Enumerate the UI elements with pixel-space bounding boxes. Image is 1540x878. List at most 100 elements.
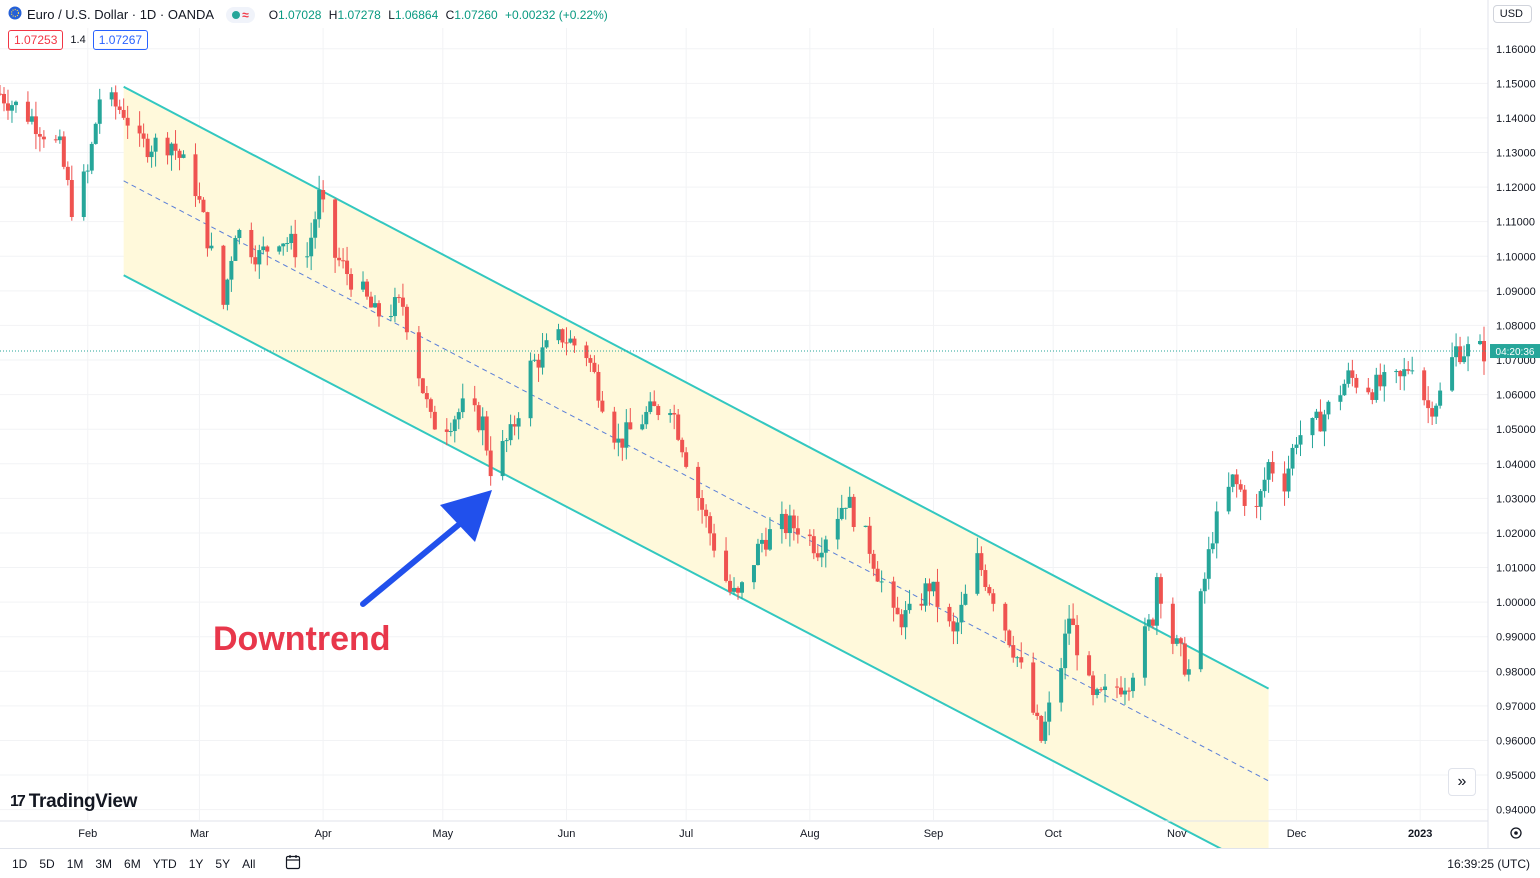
scroll-to-realtime-button[interactable]: » bbox=[1448, 768, 1476, 796]
range-1y-button[interactable]: 1Y bbox=[188, 856, 204, 871]
candle bbox=[779, 501, 784, 544]
candle bbox=[484, 410, 489, 456]
candle bbox=[121, 98, 126, 120]
range-3m-button[interactable]: 3M bbox=[95, 856, 113, 871]
candle bbox=[1294, 436, 1299, 455]
range-1m-button[interactable]: 1M bbox=[66, 856, 84, 871]
candle bbox=[428, 397, 433, 419]
candle bbox=[644, 406, 649, 429]
candle bbox=[1234, 469, 1239, 498]
candle bbox=[0, 84, 2, 96]
candle bbox=[867, 516, 872, 564]
range-all-button[interactable]: All bbox=[242, 856, 256, 871]
candle bbox=[229, 256, 234, 292]
candle bbox=[345, 246, 350, 286]
range-ytd-button[interactable]: YTD bbox=[152, 856, 177, 871]
candle bbox=[1214, 501, 1219, 559]
candle bbox=[237, 228, 242, 245]
candle bbox=[1154, 572, 1159, 635]
channel-lower-line[interactable] bbox=[123, 274, 1269, 848]
candle bbox=[907, 589, 912, 614]
candle bbox=[1402, 357, 1407, 391]
calendar-icon[interactable] bbox=[285, 854, 301, 874]
channel-upper-line[interactable] bbox=[123, 85, 1270, 690]
candle bbox=[700, 489, 705, 524]
candle bbox=[1406, 361, 1411, 375]
candle bbox=[1142, 617, 1147, 686]
candle bbox=[1075, 615, 1080, 671]
candle bbox=[1366, 378, 1371, 395]
y-tick-label: 0.96000 bbox=[1496, 735, 1536, 747]
candle bbox=[819, 537, 824, 568]
candle bbox=[616, 423, 621, 457]
candle bbox=[1266, 459, 1271, 493]
candle bbox=[1210, 531, 1215, 554]
candle bbox=[452, 415, 457, 443]
candle bbox=[1170, 597, 1175, 655]
candle bbox=[751, 565, 756, 590]
candle bbox=[1095, 687, 1100, 699]
y-tick-label: 0.97000 bbox=[1496, 701, 1536, 713]
candle bbox=[1258, 489, 1263, 521]
candle bbox=[959, 591, 964, 635]
y-tick-label: 1.09000 bbox=[1496, 286, 1536, 298]
candle bbox=[1398, 370, 1403, 391]
range-5d-button[interactable]: 5D bbox=[39, 856, 55, 871]
candle bbox=[400, 283, 405, 316]
arrow-shaft bbox=[360, 519, 465, 607]
y-tick-label: 1.13000 bbox=[1496, 148, 1536, 160]
candle bbox=[652, 390, 657, 407]
price-chart[interactable]: 1.16000 1.15000 1.14000 1.13000 1.12000 1.110… bbox=[0, 0, 1540, 848]
symbol-title[interactable]: Euro / U.S. Dollar · 1D · OANDA bbox=[27, 7, 215, 22]
y-tick-label: 1.05000 bbox=[1496, 424, 1536, 436]
candle bbox=[277, 245, 282, 255]
settings-gear-icon[interactable] bbox=[1510, 827, 1522, 839]
candle bbox=[153, 133, 158, 167]
candle bbox=[1482, 326, 1487, 375]
candle bbox=[81, 164, 86, 221]
candle bbox=[1298, 420, 1303, 457]
candle bbox=[847, 486, 852, 508]
sell-price-button[interactable]: 1.07253 bbox=[8, 30, 64, 50]
candle bbox=[369, 291, 374, 308]
candle bbox=[145, 133, 150, 163]
candle bbox=[337, 247, 342, 267]
candle bbox=[317, 175, 322, 228]
candle bbox=[1342, 379, 1347, 396]
y-tick-label: 0.94000 bbox=[1496, 805, 1536, 817]
candle bbox=[1178, 636, 1183, 657]
candle bbox=[376, 300, 381, 327]
candle bbox=[309, 222, 314, 271]
candle bbox=[835, 507, 840, 550]
candle bbox=[512, 415, 517, 436]
candle bbox=[1099, 687, 1104, 692]
candle bbox=[396, 294, 401, 303]
y-tick-label: 1.12000 bbox=[1496, 182, 1536, 194]
range-6m-button[interactable]: 6M bbox=[124, 856, 141, 871]
candle bbox=[931, 581, 936, 597]
currency-selector[interactable]: USD bbox=[1492, 5, 1532, 23]
candle bbox=[1011, 635, 1016, 663]
candle bbox=[1071, 603, 1076, 626]
market-status-pill[interactable]: ≈ bbox=[226, 6, 255, 23]
market-open-dot-icon bbox=[232, 10, 241, 19]
range-1d-button[interactable]: 1D bbox=[12, 856, 28, 871]
candle bbox=[875, 561, 880, 583]
candle bbox=[1146, 614, 1151, 631]
candle bbox=[620, 438, 625, 461]
candle bbox=[1150, 617, 1155, 629]
euro-flag-icon bbox=[8, 6, 22, 23]
candle bbox=[1322, 409, 1327, 447]
candle bbox=[728, 574, 733, 596]
range-5y-button[interactable]: 5Y bbox=[215, 856, 231, 871]
candle bbox=[416, 325, 421, 387]
legend: Euro / U.S. Dollar · 1D · OANDA ≈ O1.070… bbox=[8, 6, 612, 23]
candle bbox=[516, 412, 521, 440]
candle bbox=[165, 132, 170, 165]
candle bbox=[1478, 334, 1483, 346]
candle bbox=[85, 164, 90, 184]
buy-price-button[interactable]: 1.07267 bbox=[92, 30, 149, 50]
candle bbox=[444, 418, 449, 446]
candle bbox=[755, 538, 760, 566]
candle bbox=[1394, 369, 1399, 384]
